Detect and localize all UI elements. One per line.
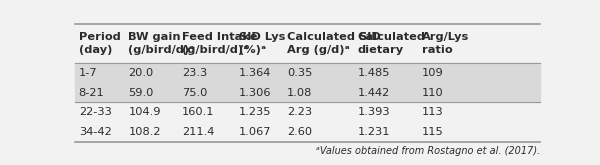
- Text: 22-33: 22-33: [79, 107, 112, 117]
- Text: 108.2: 108.2: [128, 127, 161, 137]
- Text: 1-7: 1-7: [79, 68, 97, 78]
- Text: 8-21: 8-21: [79, 88, 104, 98]
- Text: 113: 113: [422, 107, 443, 117]
- Text: 110: 110: [422, 88, 443, 98]
- Text: Arg/Lys
ratio: Arg/Lys ratio: [422, 32, 469, 55]
- Text: SID Lys
(%)ᵃ: SID Lys (%)ᵃ: [239, 32, 286, 55]
- Text: 59.0: 59.0: [128, 88, 154, 98]
- Text: 115: 115: [422, 127, 443, 137]
- Text: 1.442: 1.442: [358, 88, 390, 98]
- Text: 1.231: 1.231: [358, 127, 390, 137]
- Text: Calculated SID
Arg (g/d)ᵃ: Calculated SID Arg (g/d)ᵃ: [287, 32, 381, 55]
- Text: 109: 109: [422, 68, 443, 78]
- Text: 1.364: 1.364: [239, 68, 272, 78]
- Text: 1.235: 1.235: [239, 107, 272, 117]
- Text: 1.306: 1.306: [239, 88, 272, 98]
- Text: BW gain
(g/bird/d)ᵃ: BW gain (g/bird/d)ᵃ: [128, 32, 195, 55]
- Text: Calculated
dietary: Calculated dietary: [358, 32, 426, 55]
- Text: 1.485: 1.485: [358, 68, 390, 78]
- Bar: [75, 63, 540, 102]
- Text: 211.4: 211.4: [182, 127, 214, 137]
- Text: 2.60: 2.60: [287, 127, 312, 137]
- Text: ᵃValues obtained from Rostagno et al. (2017).: ᵃValues obtained from Rostagno et al. (2…: [316, 146, 540, 156]
- Text: 23.3: 23.3: [182, 68, 207, 78]
- Text: Period
(day): Period (day): [79, 32, 121, 55]
- Text: 1.067: 1.067: [239, 127, 272, 137]
- Text: 1.08: 1.08: [287, 88, 313, 98]
- Text: 34-42: 34-42: [79, 127, 112, 137]
- Text: 20.0: 20.0: [128, 68, 154, 78]
- Text: Feed Intake
(g/bird/d)ᵃ: Feed Intake (g/bird/d)ᵃ: [182, 32, 257, 55]
- Text: 2.23: 2.23: [287, 107, 312, 117]
- Text: 75.0: 75.0: [182, 88, 208, 98]
- Text: 0.35: 0.35: [287, 68, 313, 78]
- Text: 1.393: 1.393: [358, 107, 391, 117]
- Text: 104.9: 104.9: [128, 107, 161, 117]
- Text: 160.1: 160.1: [182, 107, 214, 117]
